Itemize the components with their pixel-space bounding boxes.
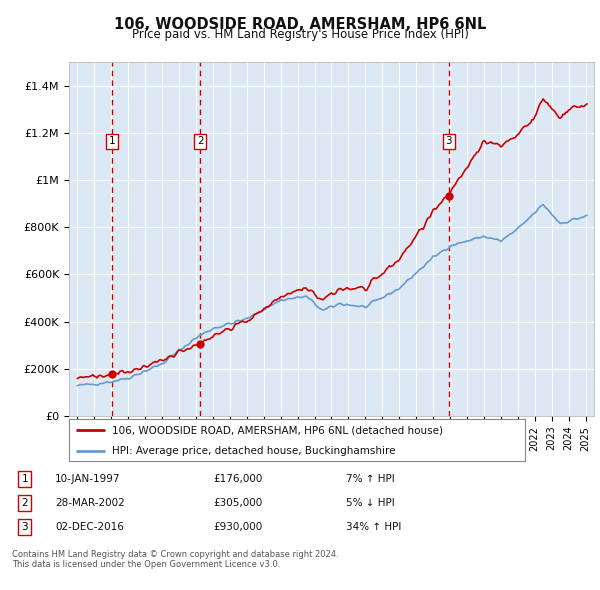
Text: 3: 3	[22, 522, 28, 532]
Text: HPI: Average price, detached house, Buckinghamshire: HPI: Average price, detached house, Buck…	[112, 446, 396, 455]
Text: 10-JAN-1997: 10-JAN-1997	[55, 474, 121, 484]
Text: 34% ↑ HPI: 34% ↑ HPI	[346, 522, 401, 532]
Text: 5% ↓ HPI: 5% ↓ HPI	[346, 498, 395, 508]
Text: Price paid vs. HM Land Registry's House Price Index (HPI): Price paid vs. HM Land Registry's House …	[131, 28, 469, 41]
Text: 3: 3	[445, 136, 452, 146]
Text: 1: 1	[109, 136, 115, 146]
Text: 2: 2	[22, 498, 28, 508]
Text: Contains HM Land Registry data © Crown copyright and database right 2024.: Contains HM Land Registry data © Crown c…	[12, 550, 338, 559]
Text: 1: 1	[22, 474, 28, 484]
Text: This data is licensed under the Open Government Licence v3.0.: This data is licensed under the Open Gov…	[12, 560, 280, 569]
Text: £305,000: £305,000	[214, 498, 263, 508]
Text: 02-DEC-2016: 02-DEC-2016	[55, 522, 124, 532]
Text: £930,000: £930,000	[214, 522, 263, 532]
Text: 106, WOODSIDE ROAD, AMERSHAM, HP6 6NL (detached house): 106, WOODSIDE ROAD, AMERSHAM, HP6 6NL (d…	[112, 425, 443, 435]
Text: 7% ↑ HPI: 7% ↑ HPI	[346, 474, 395, 484]
Text: 106, WOODSIDE ROAD, AMERSHAM, HP6 6NL: 106, WOODSIDE ROAD, AMERSHAM, HP6 6NL	[114, 17, 486, 31]
Text: £176,000: £176,000	[214, 474, 263, 484]
Text: 2: 2	[197, 136, 203, 146]
Text: 28-MAR-2002: 28-MAR-2002	[55, 498, 125, 508]
